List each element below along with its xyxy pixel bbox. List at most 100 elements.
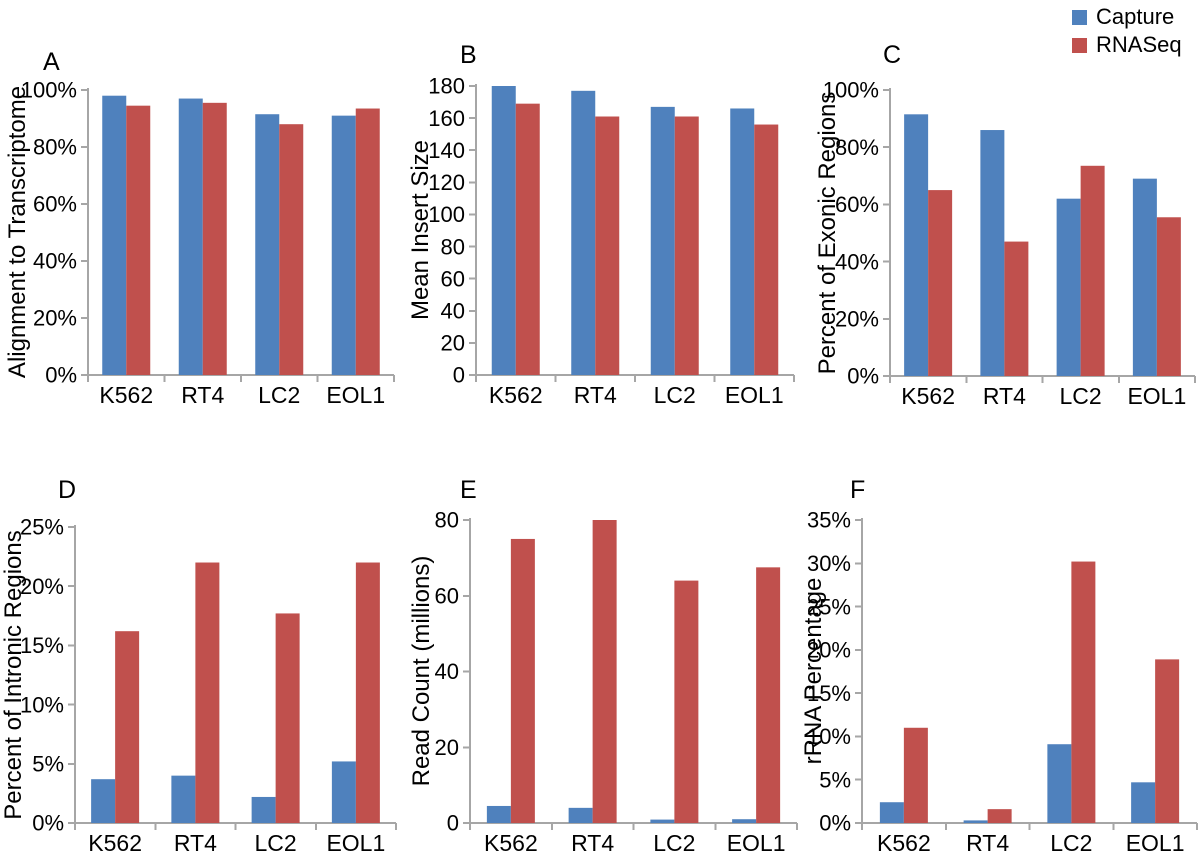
x-category-label: K562 xyxy=(99,382,153,408)
y-tick-label: 15% xyxy=(807,681,851,706)
panel-e-ylabel: Read Count (millions) xyxy=(408,555,435,787)
bar-capture-rt4 xyxy=(980,130,1005,376)
bar-rnaseq-rt4 xyxy=(1004,241,1029,376)
bar-capture-lc2 xyxy=(1056,198,1081,376)
bar-rnaseq-k562 xyxy=(126,105,151,376)
bar-capture-rt4 xyxy=(963,820,988,823)
x-category-label: LC2 xyxy=(653,830,695,853)
bar-rnaseq-k562 xyxy=(903,727,928,823)
panel-c-ylabel: Percent of Exonic Regions xyxy=(814,91,841,375)
bar-capture-eol1 xyxy=(730,108,755,375)
y-tick-label: 40 xyxy=(435,659,459,684)
y-tick-label: 60 xyxy=(441,266,465,291)
x-category-label: K562 xyxy=(484,830,538,853)
y-tick-label: 20% xyxy=(807,638,851,663)
y-tick-label: 5% xyxy=(32,752,64,777)
bar-rnaseq-eol1 xyxy=(355,108,380,376)
panel-b-letter: B xyxy=(460,41,477,69)
panel-a-letter: A xyxy=(43,48,60,76)
y-tick-label: 20 xyxy=(441,331,465,356)
panel-d-chart: 0% 5% 10% 15% 20% 25% K562 RT4 LC2 EOL1 xyxy=(20,515,397,853)
y-tick-label: 20% xyxy=(20,574,64,599)
x-category-label: RT4 xyxy=(983,383,1026,409)
y-tick-label: 5% xyxy=(819,767,851,792)
bar-capture-rt4 xyxy=(571,90,596,376)
legend-label-rnaseq: RNASeq xyxy=(1096,32,1182,57)
panel-b: 0 20 40 60 80 100 120 140 160 180 K562 RT4 LC2 EOL1 B… xyxy=(400,0,800,426)
panel-e-chart: 0 20 40 60 80 K562 RT4 LC2 EOL1 xyxy=(435,508,798,853)
y-tick-label: 160 xyxy=(428,106,465,131)
panel-d: 0% 5% 10% 15% 20% 25% K562 RT4 LC2 EOL1 D Percent… xyxy=(0,427,400,853)
x-category-label: RT4 xyxy=(174,830,217,853)
y-tick-label: 20 xyxy=(435,735,459,760)
panel-b-ylabel: Mean Insert Size xyxy=(407,139,434,321)
bar-rnaseq-lc2 xyxy=(1080,165,1105,376)
y-tick-label: 120 xyxy=(428,170,465,195)
y-tick-label: 80 xyxy=(441,234,465,259)
bar-capture-eol1 xyxy=(1132,178,1157,376)
y-tick-label: 0% xyxy=(32,811,64,836)
x-category-label: K562 xyxy=(88,830,142,853)
x-category-label: EOL1 xyxy=(725,382,784,408)
bar-capture-rt4 xyxy=(171,775,196,823)
bar-rnaseq-k562 xyxy=(928,190,953,376)
panel-f-ylabel: rRNA Percentage xyxy=(800,577,827,765)
bar-rnaseq-lc2 xyxy=(275,613,300,823)
bar-capture-lc2 xyxy=(251,796,276,823)
bar-capture-k562 xyxy=(491,86,516,375)
panel-f-chart: 0% 5% 10% 15% 20% 25% 30% 35% K562 RT4 LC2 EOL1 xyxy=(807,508,1198,853)
panel-d-letter: D xyxy=(58,476,77,504)
y-tick-label: 0% xyxy=(819,811,851,836)
bar-rnaseq-eol1 xyxy=(754,124,779,376)
legend-label-capture: Capture xyxy=(1096,4,1175,29)
y-tick-label: 20% xyxy=(835,307,879,332)
legend-item-capture: Capture xyxy=(1072,6,1182,28)
y-tick-label: 0% xyxy=(847,364,879,389)
panel-b-chart: 0 20 40 60 80 100 120 140 160 180 K562 RT4 LC2 EOL1 xyxy=(428,74,795,408)
bar-rnaseq-rt4 xyxy=(592,520,617,823)
y-tick-label: 100 xyxy=(428,202,465,227)
bar-capture-k562 xyxy=(904,114,929,376)
y-tick-label: 20% xyxy=(33,306,77,331)
x-category-label: EOL1 xyxy=(1127,383,1186,409)
bar-capture-rt4 xyxy=(178,98,203,376)
bar-rnaseq-lc2 xyxy=(674,116,699,375)
y-tick-label: 25% xyxy=(807,594,851,619)
bar-capture-k562 xyxy=(91,779,116,823)
y-tick-label: 80% xyxy=(33,135,77,160)
panel-c: 0% 20% 40% 60% 80% 100% K562 RT4 LC2 EOL1 C Perce… xyxy=(800,0,1200,426)
bar-rnaseq-eol1 xyxy=(355,562,380,823)
panel-e: 0 20 40 60 80 K562 RT4 LC2 EOL1 E Read Count (mi… xyxy=(400,427,800,853)
bar-capture-eol1 xyxy=(331,761,356,823)
bar-rnaseq-rt4 xyxy=(595,116,620,375)
y-tick-label: 60 xyxy=(435,583,459,608)
bar-rnaseq-rt4 xyxy=(987,809,1012,823)
y-tick-label: 60% xyxy=(33,192,77,217)
bar-rnaseq-lc2 xyxy=(1071,561,1096,823)
panel-d-ylabel: Percent of Intronic Regions xyxy=(0,530,27,820)
y-tick-label: 180 xyxy=(428,74,465,99)
x-category-label: EOL1 xyxy=(727,830,786,853)
x-category-label: EOL1 xyxy=(326,382,385,408)
bar-capture-k562 xyxy=(102,95,127,375)
legend-swatch-rnaseq-icon xyxy=(1072,37,1087,53)
bar-rnaseq-k562 xyxy=(510,538,535,823)
x-category-label: LC2 xyxy=(654,382,696,408)
y-tick-label: 10% xyxy=(807,724,851,749)
y-tick-label: 140 xyxy=(428,138,465,163)
bar-rnaseq-eol1 xyxy=(1156,217,1181,376)
y-tick-label: 30% xyxy=(807,551,851,576)
x-category-label: EOL1 xyxy=(1126,830,1185,853)
panel-f: 0% 5% 10% 15% 20% 25% 30% 35% K562 RT4 LC2 EOL1 F r… xyxy=(800,427,1200,853)
legend-swatch-capture-icon xyxy=(1072,9,1087,25)
x-category-label: RT4 xyxy=(571,830,614,853)
x-category-label: K562 xyxy=(489,382,543,408)
bar-rnaseq-eol1 xyxy=(1155,659,1180,823)
panel-a: 0% 20% 40% 60% 80% 100% K562 RT4 LC2 EOL1 A Align… xyxy=(0,0,400,426)
x-category-label: RT4 xyxy=(574,382,617,408)
x-category-label: LC2 xyxy=(1050,830,1092,853)
bar-capture-lc2 xyxy=(255,114,280,375)
y-tick-label: 80% xyxy=(835,135,879,160)
x-category-label: LC2 xyxy=(255,830,297,853)
y-tick-label: 0% xyxy=(45,363,77,388)
